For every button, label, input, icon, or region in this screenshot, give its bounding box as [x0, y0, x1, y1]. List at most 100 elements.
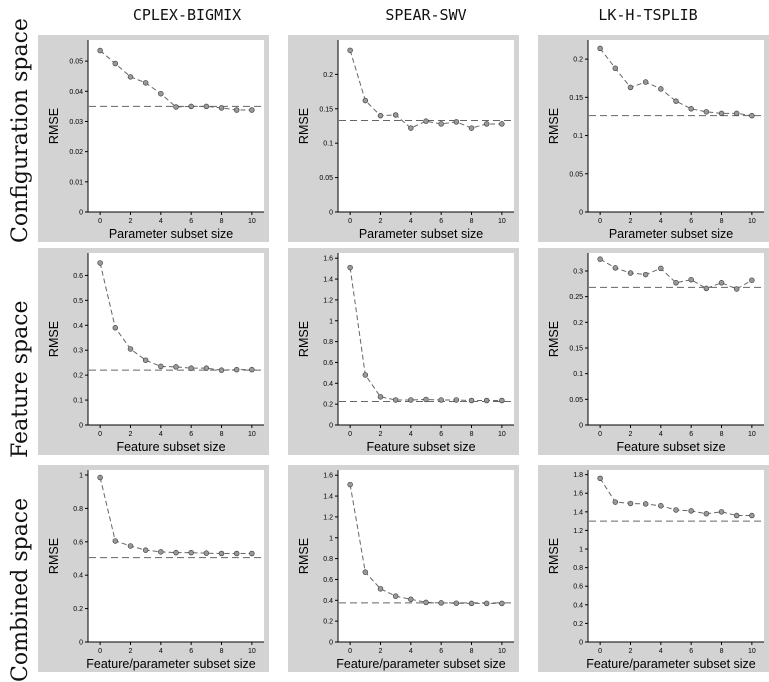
- x-tick-label: 0: [348, 431, 352, 438]
- series-line: [99, 262, 252, 371]
- data-point: [203, 550, 210, 556]
- x-tick-label: 10: [498, 218, 506, 225]
- data-point: [218, 367, 225, 373]
- y-tick-label: 0.2: [323, 72, 333, 79]
- y-axis-label: RMSE: [547, 108, 561, 144]
- data-point: [188, 549, 194, 556]
- plot-area: [88, 253, 264, 425]
- y-tick-label: 1.4: [323, 277, 333, 284]
- data-point: [347, 264, 353, 271]
- data-point: [362, 97, 369, 104]
- data-point: [362, 372, 369, 378]
- x-axis-label: Parameter subset size: [109, 227, 233, 241]
- data-point: [733, 286, 740, 292]
- y-tick-label: 0.6: [73, 539, 83, 546]
- data-point: [249, 550, 255, 557]
- data-point: [483, 397, 490, 404]
- data-point: [733, 110, 740, 117]
- y-tick-label: 0.05: [569, 397, 583, 404]
- y-tick-label: 0.04: [69, 89, 83, 96]
- data-point: [499, 397, 505, 404]
- x-tick-label: 10: [498, 431, 506, 438]
- chart-panel: 0 0.2 0.4 0.6 0.8 1 1.2 1.4 1.6 0 2 4 6 8 10 Feature su…: [288, 248, 519, 455]
- series-line: [349, 50, 502, 129]
- y-tick-label: 0: [79, 640, 83, 647]
- column-title-cplex-bigmix: CPLEX-BIGMIX: [132, 6, 242, 24]
- y-tick-label: 0.3: [573, 268, 583, 275]
- x-tick-label: 10: [748, 218, 756, 225]
- data-point: [483, 121, 490, 127]
- x-tick-label: 8: [220, 218, 224, 225]
- y-tick-label: 0.5: [73, 298, 83, 305]
- x-tick-label: 4: [159, 648, 163, 655]
- x-tick-label: 0: [598, 218, 602, 225]
- x-tick-label: 0: [348, 218, 352, 225]
- y-tick-label: 0.4: [323, 381, 333, 388]
- y-tick-label: 0.1: [323, 141, 333, 148]
- data-point: [438, 397, 444, 403]
- data-point: [718, 509, 725, 515]
- x-tick-label: 2: [129, 431, 133, 438]
- series-line: [599, 258, 753, 290]
- data-point: [233, 107, 240, 113]
- data-point: [112, 325, 119, 331]
- x-tick-label: 6: [439, 218, 443, 225]
- y-tick-label: 0.6: [573, 584, 583, 591]
- data-point: [642, 271, 649, 278]
- data-point: [173, 104, 179, 110]
- x-tick-label: 6: [439, 648, 443, 655]
- data-point: [142, 357, 149, 363]
- data-point: [453, 600, 460, 606]
- y-axis-label: RMSE: [297, 321, 311, 357]
- data-point: [218, 550, 225, 557]
- column-title-spear-swv: SPEAR-SWV: [385, 6, 467, 24]
- x-tick-label: 0: [348, 648, 352, 655]
- y-tick-label: 1: [329, 535, 333, 542]
- data-point: [749, 277, 755, 283]
- data-point: [718, 110, 725, 117]
- data-point: [188, 365, 194, 371]
- x-tick-label: 10: [748, 648, 756, 655]
- plot-area: [338, 470, 514, 642]
- data-point: [438, 600, 444, 606]
- x-tick-label: 8: [720, 431, 724, 438]
- x-axis-label: Feature subset size: [366, 440, 475, 454]
- data-point: [362, 569, 369, 575]
- data-point: [597, 475, 603, 482]
- data-point: [658, 86, 664, 92]
- y-tick-label: 1.4: [573, 509, 583, 516]
- x-tick-label: 2: [379, 218, 383, 225]
- data-point: [142, 80, 149, 86]
- data-point: [188, 103, 194, 110]
- data-point: [377, 586, 384, 592]
- x-tick-label: 4: [659, 218, 663, 225]
- data-point: [112, 538, 119, 544]
- data-point: [423, 396, 429, 403]
- y-tick-label: 1: [579, 547, 583, 554]
- y-tick-label: 1.2: [323, 297, 333, 304]
- data-point: [468, 397, 475, 404]
- y-axis-label: RMSE: [547, 321, 561, 357]
- data-point: [158, 90, 164, 97]
- x-tick-label: 10: [498, 648, 506, 655]
- y-tick-label: 0.1: [573, 371, 583, 378]
- x-tick-label: 8: [470, 431, 474, 438]
- y-tick-label: 0.1: [573, 133, 583, 140]
- y-tick-label: 0.2: [73, 606, 83, 613]
- data-point: [347, 47, 353, 54]
- x-tick-label: 0: [98, 648, 102, 655]
- x-tick-label: 2: [129, 218, 133, 225]
- data-point: [597, 45, 603, 52]
- x-tick-label: 8: [720, 218, 724, 225]
- chart-panel: 0 0.05 0.1 0.15 0.2 0 2 4 6 8 10 Parameter subset s…: [288, 35, 519, 242]
- data-point: [347, 481, 353, 488]
- chart-panel: 0 0.1 0.2 0.3 0.4 0.5 0.6 0 2 4 6 8 10 Feature subset…: [38, 248, 269, 455]
- data-point: [438, 121, 444, 127]
- chart-panel: 0 0.01 0.02 0.03 0.04 0.05 0 2 4 6 8 10 Parameter su…: [38, 35, 269, 242]
- y-tick-label: 0: [579, 640, 583, 647]
- data-point: [499, 121, 505, 127]
- chart-panel: 0 0.2 0.4 0.6 0.8 1 1.2 1.4 1.6 1.8 0 2 4 6 8 10 Feature…: [538, 465, 769, 672]
- x-tick-label: 4: [159, 218, 163, 225]
